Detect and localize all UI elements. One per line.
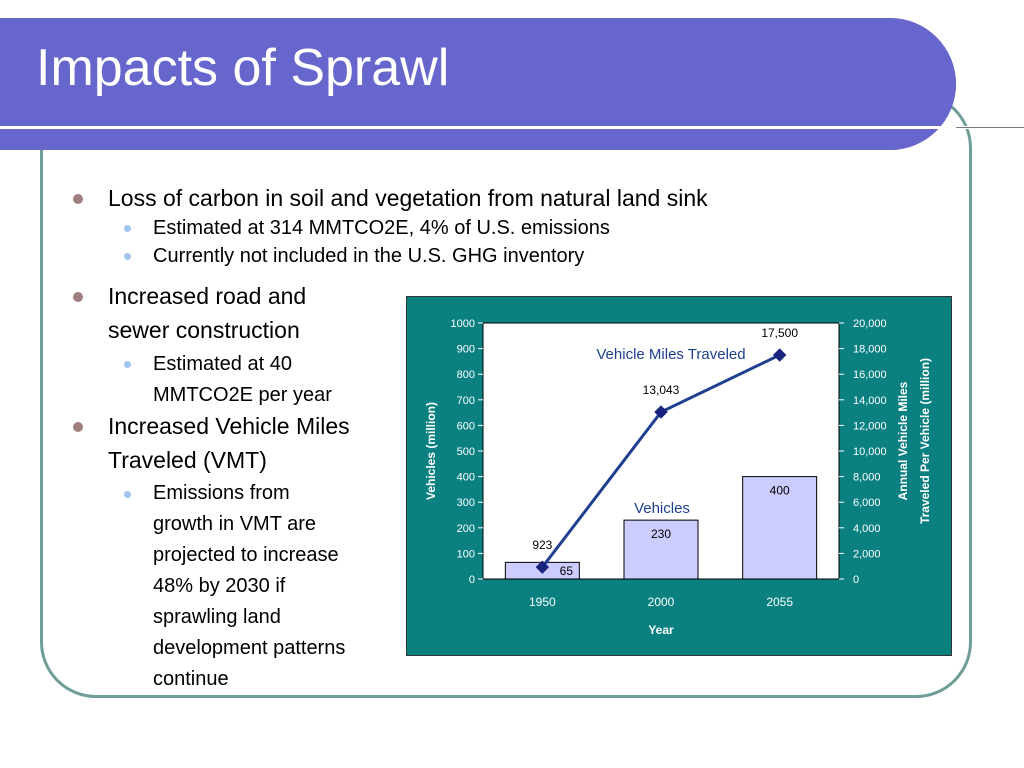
bullet-3-sub-line-2: growth in VMT are <box>153 513 317 535</box>
bullet-2-line-1: Increased road and <box>108 283 307 309</box>
bullet-3-sub-line-4: 48% by 2030 if <box>153 575 286 597</box>
right-axis-tick-label: 16,000 <box>853 369 887 381</box>
bullet-dot <box>73 292 83 302</box>
right-axis-tick-label: 4,000 <box>853 523 881 535</box>
left-axis-tick-label: 0 <box>469 574 475 586</box>
left-axis-tick-label: 900 <box>457 344 475 356</box>
bullet-1-sub-2: Currently not included in the U.S. GHG i… <box>153 245 585 267</box>
right-axis-tick-label: 14,000 <box>853 395 887 407</box>
bullet-2-sub-line-1: Estimated at 40 <box>153 353 292 375</box>
right-axis-tick-label: 0 <box>853 574 859 586</box>
chart-panel: 0 100 200 300 400 500 600 700 800 900 1000 0 2,000 4,… <box>406 296 952 656</box>
bullet-3-sub-line-7: continue <box>153 668 229 690</box>
left-axis-tick-label: 100 <box>457 548 475 560</box>
sub-bullet-dot <box>124 491 131 498</box>
right-axis-tick-label: 8,000 <box>853 472 881 484</box>
bar-vehicles <box>742 476 818 580</box>
series-label-vehicles: Vehicles <box>634 500 690 517</box>
line-vmt-marker <box>535 560 550 574</box>
line-value-label: 923 <box>532 538 552 552</box>
bullet-2-sub-line-2: MMTCO2E per year <box>153 384 332 406</box>
left-axis-tick-label: 300 <box>457 497 475 509</box>
bullet-3-sub-line-5: sprawling land <box>153 606 281 628</box>
series-label-vmt: Vehicle Miles Traveled <box>596 346 745 363</box>
bullet-3-sub-line-3: projected to increase <box>153 544 339 566</box>
left-axis-tick-label: 700 <box>457 395 475 407</box>
slide-title: Impacts of Sprawl <box>36 39 450 97</box>
left-axis-label: Vehicles (million) <box>424 402 438 500</box>
bullet-dot <box>73 422 83 432</box>
left-axis-tick-label: 200 <box>457 523 475 535</box>
bar-value-label: 400 <box>770 484 790 498</box>
bullet-2-line-2: sewer construction <box>108 317 300 343</box>
right-axis-tick-label: 10,000 <box>853 446 887 458</box>
bullet-3-line-2: Traveled (VMT) <box>108 447 267 473</box>
bar-vehicles <box>623 519 699 580</box>
line-vmt-marker <box>654 405 668 419</box>
right-axis-tick-label: 20,000 <box>853 318 887 330</box>
x-axis-tick-label: 2000 <box>648 595 675 609</box>
line-value-label: 13,043 <box>643 383 680 397</box>
title-divider-right <box>956 127 1024 128</box>
bullet-3-sub-line-1: Emissions from <box>153 482 290 504</box>
bullet-1-sub-1: Estimated at 314 MMTCO2E, 4% of U.S. emi… <box>153 217 610 239</box>
sub-bullet-dot <box>124 361 131 368</box>
bullet-1-text: Loss of carbon in soil and vegetation fr… <box>108 185 708 211</box>
line-value-label: 17,500 <box>761 326 798 340</box>
sub-bullet-dot <box>124 253 131 260</box>
left-axis-tick-label: 600 <box>457 420 475 432</box>
right-axis-tick-label: 12,000 <box>853 420 887 432</box>
sub-bullet-dot <box>124 225 131 232</box>
title-divider <box>0 126 1024 129</box>
left-axis-tick-label: 800 <box>457 369 475 381</box>
right-axis-label-line-2: Traveled Per Vehicle (million) <box>918 358 932 524</box>
bar-value-label: 65 <box>560 564 574 578</box>
left-axis-tick-label: 500 <box>457 446 475 458</box>
x-axis-tick-label: 1950 <box>529 595 556 609</box>
bullet-dot <box>73 194 83 204</box>
left-axis-tick-label: 400 <box>457 472 475 484</box>
line-vmt-marker <box>772 348 787 362</box>
right-axis-tick-label: 2,000 <box>853 548 881 560</box>
right-axis-tick-label: 6,000 <box>853 497 881 509</box>
right-axis-label-line-1: Annual Vehicle Miles <box>896 381 910 500</box>
right-axis-tick-label: 18,000 <box>853 344 887 356</box>
x-axis-tick-label: 2055 <box>766 595 793 609</box>
chart-svg: 0 100 200 300 400 500 600 700 800 900 1000 0 2,000 4,… <box>424 318 932 637</box>
bullet-3-sub-line-6: development patterns <box>153 637 346 659</box>
bullet-3-line-1: Increased Vehicle Miles <box>108 413 350 439</box>
left-axis-tick-label: 1000 <box>451 318 475 330</box>
bar-value-label: 230 <box>651 527 671 541</box>
x-axis-label: Year <box>648 623 674 637</box>
